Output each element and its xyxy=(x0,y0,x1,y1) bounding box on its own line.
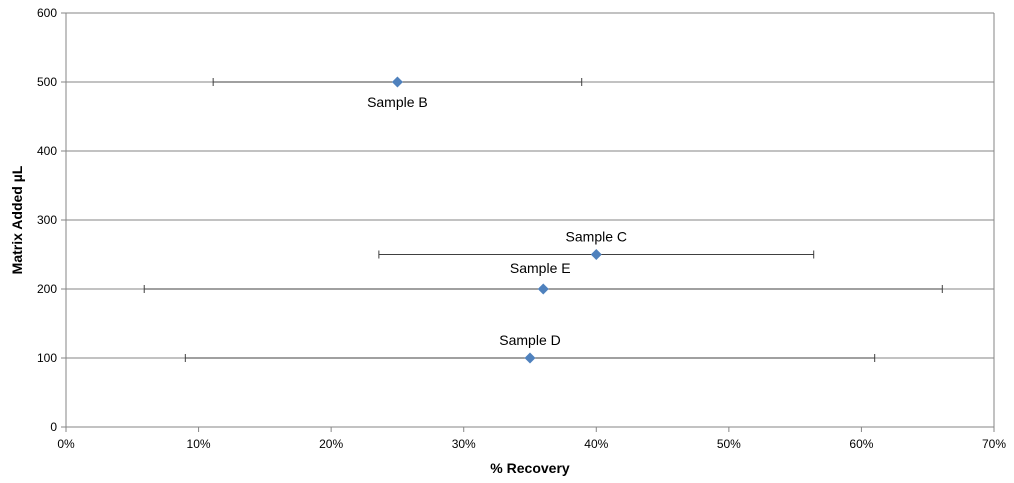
x-axis-ticks: 0% 10% 20% 30% 40% 50% 60% 70% xyxy=(57,427,1006,451)
y-tick-label: 400 xyxy=(37,144,57,158)
y-tick-label: 600 xyxy=(37,6,57,20)
x-tick-label: 20% xyxy=(319,437,343,451)
y-tick-label: 100 xyxy=(37,351,57,365)
x-axis-title: % Recovery xyxy=(490,460,570,476)
data-point-marker xyxy=(590,249,602,260)
x-tick-label: 60% xyxy=(849,437,873,451)
data-point-marker xyxy=(391,76,403,88)
x-tick-label: 50% xyxy=(717,437,741,451)
data-point-label: Sample D xyxy=(499,332,560,348)
x-tick-label: 0% xyxy=(57,437,75,451)
data-point-label: Sample C xyxy=(566,229,627,245)
y-tick-label: 500 xyxy=(37,75,57,89)
data-point-group: Sample B xyxy=(212,76,583,110)
x-tick-label: 70% xyxy=(982,437,1006,451)
data-point-label: Sample B xyxy=(367,94,428,110)
y-axis-title: Matrix Added µL xyxy=(9,165,25,274)
data-series: Sample B Sample C Sample E Sample D xyxy=(143,76,943,364)
data-point-marker xyxy=(537,283,549,295)
x-tick-label: 40% xyxy=(584,437,608,451)
data-point-label: Sample E xyxy=(510,260,571,276)
data-point-group: Sample E xyxy=(143,260,943,295)
x-tick-label: 30% xyxy=(452,437,476,451)
y-axis-ticks: 0 100 200 300 400 500 600 xyxy=(37,6,66,434)
data-point-group: Sample D xyxy=(184,332,876,364)
data-point-marker xyxy=(524,352,536,364)
gridlines xyxy=(66,12,995,427)
y-tick-label: 300 xyxy=(37,213,57,227)
y-tick-label: 0 xyxy=(50,420,57,434)
y-tick-label: 200 xyxy=(37,282,57,296)
x-tick-label: 10% xyxy=(187,437,211,451)
data-point-group: Sample C xyxy=(378,229,815,260)
